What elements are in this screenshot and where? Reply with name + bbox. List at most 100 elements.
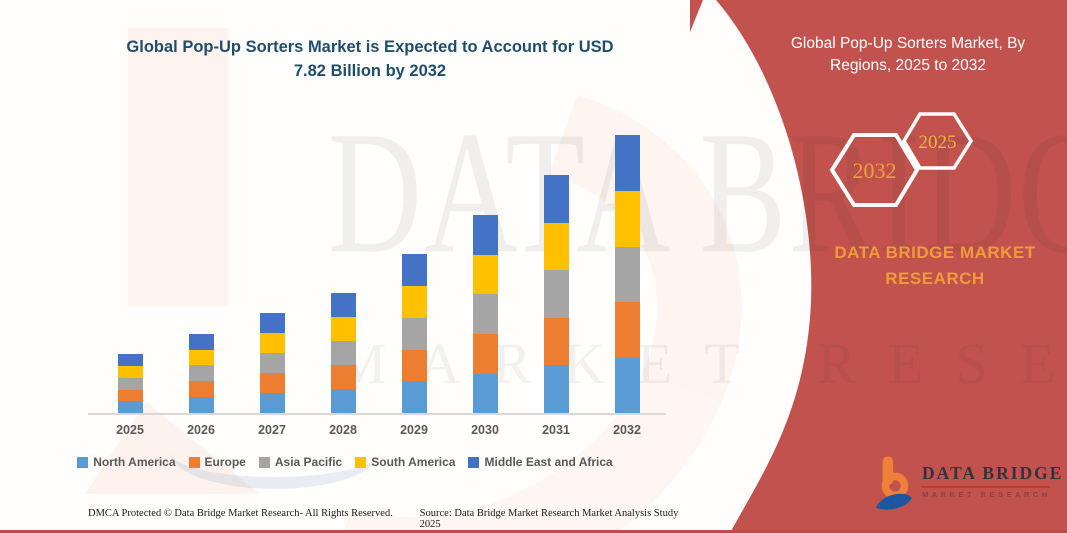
legend-label: Europe <box>204 455 246 469</box>
side-panel-background <box>690 0 1067 533</box>
x-axis-line <box>88 413 666 415</box>
legend-swatch <box>77 456 89 468</box>
logo-subtitle: MARKET RESEARCH <box>922 489 1051 499</box>
bar-segment <box>188 349 214 366</box>
bar-segment <box>472 255 498 295</box>
stacked-bar-2029 <box>401 254 427 413</box>
hexagon-2025-label: 2025 <box>919 132 957 153</box>
legend-swatch <box>468 456 480 468</box>
legend-label: North America <box>93 455 176 469</box>
bar-segment <box>117 389 143 402</box>
stacked-bar-2028 <box>330 293 356 413</box>
bar-segment <box>117 354 143 367</box>
legend-item: Asia Pacific <box>258 455 343 469</box>
legend-label: South America <box>371 455 456 469</box>
x-axis-labels: 2025 2026 2027 2028 2029 2030 2031 2032 <box>102 423 655 437</box>
bar-segment <box>472 334 498 374</box>
footer: DMCA Protected © Data Bridge Market Rese… <box>88 508 688 530</box>
hexagon-2025 <box>901 112 974 170</box>
bar-segment <box>259 353 285 374</box>
bar-segment <box>188 397 214 413</box>
watermark-logo-stem <box>128 28 228 306</box>
bar-segment <box>401 349 427 382</box>
bar-segment <box>259 373 285 394</box>
chart-legend: North America Europe Asia Pacific South Ame… <box>0 455 690 469</box>
x-axis-label-2030: 2030 <box>471 423 499 437</box>
x-axis-label-2025: 2025 <box>116 423 144 437</box>
bar-segment <box>188 381 214 397</box>
bottom-accent-line <box>0 530 1067 533</box>
bar-segment <box>543 270 569 318</box>
hexagon-2032-label: 2032 <box>853 158 897 183</box>
legend-item: Middle East and Africa <box>468 455 613 469</box>
x-axis-label-2028: 2028 <box>329 423 357 437</box>
x-axis-label-2029: 2029 <box>400 423 428 437</box>
bar-column-2032 <box>599 110 655 413</box>
bar-segment <box>614 135 640 192</box>
legend-item: North America <box>77 455 176 469</box>
chart-title: Global Pop-Up Sorters Market is Expected… <box>126 38 614 80</box>
stacked-bar-2030 <box>472 215 498 413</box>
watermark-text-databridge: DATA BRIDGE <box>328 96 1067 291</box>
stacked-bar-chart <box>102 110 655 413</box>
stacked-bar-2027 <box>259 312 285 413</box>
databridge-logo: DATA BRIDGE MARKET RESEARCH <box>876 455 1063 513</box>
stacked-bar-2026 <box>188 333 214 413</box>
x-axis-label-2027: 2027 <box>258 423 286 437</box>
x-axis-label-2031: 2031 <box>542 423 570 437</box>
bar-segment <box>259 333 285 354</box>
bar-column-2025 <box>102 110 158 413</box>
source-note: Source: Data Bridge Market Research Mark… <box>419 508 679 530</box>
watermark-text-marketresearch: MARKET RESEARCH <box>335 331 1067 396</box>
bar-column-2029 <box>386 110 442 413</box>
stacked-bar-2032 <box>614 135 640 413</box>
bar-segment <box>614 357 640 413</box>
legend-label: Middle East and Africa <box>484 455 613 469</box>
legend-item: South America <box>355 455 455 469</box>
legend-swatch <box>258 456 270 468</box>
logo-divider <box>922 486 1050 488</box>
brand-text: DATA BRIDGE MARKET RESEARCH <box>834 243 1036 288</box>
bar-segment <box>543 174 569 223</box>
stacked-bar-2031 <box>543 174 569 413</box>
bar-segment <box>117 377 143 390</box>
bar-segment <box>401 381 427 413</box>
dmca-notice: DMCA Protected © Data Bridge Market Rese… <box>88 508 393 519</box>
x-axis-label-2032: 2032 <box>613 423 641 437</box>
bar-segment <box>543 317 569 366</box>
bar-segment <box>188 365 214 381</box>
bar-segment <box>543 222 569 271</box>
hexagon-2032 <box>829 133 920 207</box>
bar-segment <box>330 364 356 389</box>
bar-segment <box>330 293 356 318</box>
bar-segment <box>472 294 498 335</box>
x-axis-label-2026: 2026 <box>187 423 215 437</box>
bar-segment <box>330 317 356 342</box>
bar-segment <box>259 393 285 413</box>
bar-segment <box>472 215 498 256</box>
bar-segment <box>259 312 285 334</box>
stacked-bar-2025 <box>117 354 143 413</box>
bar-column-2026 <box>173 110 229 413</box>
logo-text-column: DATA BRIDGE MARKET RESEARCH <box>922 463 1063 499</box>
bar-segment <box>401 318 427 350</box>
legend-label: Asia Pacific <box>274 455 343 469</box>
bar-column-2028 <box>315 110 371 413</box>
side-panel-title: Global Pop-Up Sorters Market, By Regions… <box>790 35 1026 75</box>
legend-swatch <box>188 456 200 468</box>
bar-segment <box>543 365 569 413</box>
bar-segment <box>188 333 214 350</box>
hexagon-year-badges: 2032 2025 <box>829 112 974 207</box>
bar-segment <box>330 388 356 413</box>
bar-segment <box>330 341 356 365</box>
bar-column-2027 <box>244 110 300 413</box>
logo-name: DATA BRIDGE <box>922 463 1064 483</box>
bar-segment <box>117 401 143 413</box>
bar-segment <box>472 373 498 413</box>
bar-segment <box>614 191 640 247</box>
bar-segment <box>117 366 143 378</box>
bar-segment <box>614 302 640 358</box>
bar-segment <box>614 246 640 303</box>
bar-column-2030 <box>457 110 513 413</box>
bar-segment <box>401 254 427 287</box>
